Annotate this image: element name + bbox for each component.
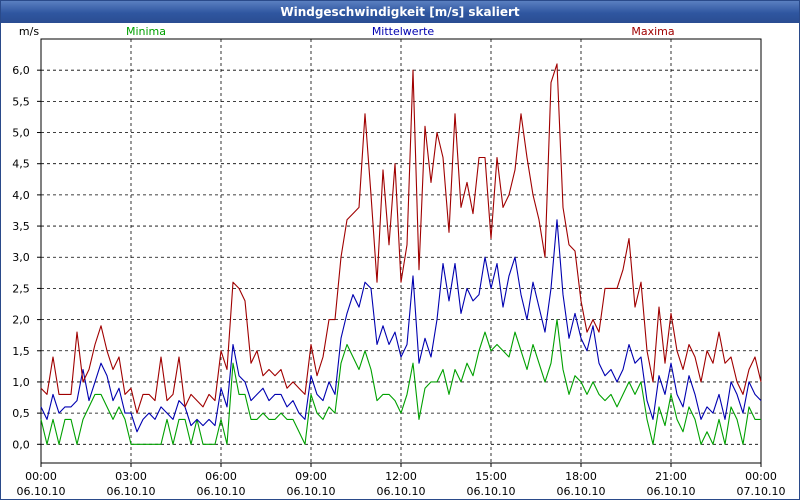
y-tick-label: 4,5	[12, 158, 30, 171]
legend-mittelwerte: Mittelwerte	[372, 25, 435, 38]
x-tick-date: 07.10.10	[737, 485, 786, 498]
series-line-maxima	[40, 63, 762, 414]
y-tick-label: 2,0	[12, 314, 30, 327]
x-tick-time: 03:00	[115, 470, 147, 483]
x-tick-time: 15:00	[475, 470, 507, 483]
x-tick-date: 06.10.10	[287, 485, 336, 498]
wind-speed-chart: 0,0 0,5 1,0 1,5 2,0 2,5 3,0 3,5 4,0 4,5 5,0 5,5 6,0 0…	[12, 25, 786, 498]
legend-minima: Minima	[126, 25, 166, 38]
series-line-mittelwerte	[40, 219, 762, 433]
window-title: Windgeschwindigkeit [m/s] skaliert	[1, 1, 799, 23]
x-tick-time: 12:00	[385, 470, 417, 483]
y-tick-label: 1,0	[12, 376, 30, 389]
y-tick-label: 3,0	[12, 251, 30, 264]
y-tick-label: 0,0	[12, 438, 30, 451]
y-tick-label: 5,5	[12, 95, 30, 108]
legend-maxima: Maxima	[631, 25, 674, 38]
x-tick-time: 09:00	[295, 470, 327, 483]
y-tick-label: 3,5	[12, 220, 30, 233]
x-tick-time: 18:00	[565, 470, 597, 483]
x-tick-date: 06.10.10	[17, 485, 66, 498]
series-line-minima	[40, 319, 761, 445]
y-tick-label: 1,5	[12, 345, 30, 358]
x-tick-time: 06:00	[205, 470, 237, 483]
x-tick-date: 06.10.10	[467, 485, 516, 498]
x-tick-date: 06.10.10	[647, 485, 696, 498]
y-tick-label: 2,5	[12, 282, 30, 295]
y-tick-label: 5,0	[12, 127, 30, 140]
y-axis-label: m/s	[19, 25, 39, 38]
x-tick-time: 00:00	[745, 470, 777, 483]
x-tick-date: 06.10.10	[377, 485, 426, 498]
x-tick-time: 21:00	[655, 470, 687, 483]
x-tick-date: 06.10.10	[107, 485, 156, 498]
x-tick-time: 00:00	[25, 470, 57, 483]
y-tick-label: 6,0	[12, 64, 30, 77]
y-tick-label: 0,5	[12, 407, 30, 420]
y-tick-label: 4,0	[12, 189, 30, 202]
x-tick-date: 06.10.10	[197, 485, 246, 498]
x-tick-date: 06.10.10	[557, 485, 606, 498]
